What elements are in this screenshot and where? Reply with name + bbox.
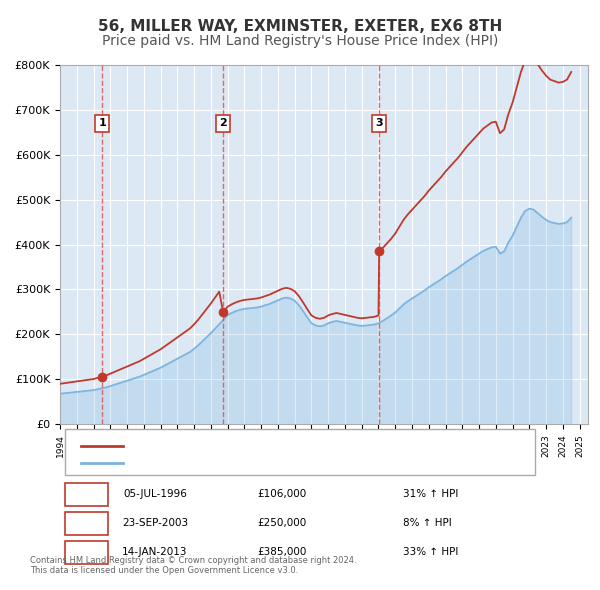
FancyBboxPatch shape bbox=[65, 429, 535, 475]
Text: 56, MILLER WAY, EXMINSTER, EXETER, EX6 8TH: 56, MILLER WAY, EXMINSTER, EXETER, EX6 8… bbox=[98, 19, 502, 34]
Text: 14-JAN-2013: 14-JAN-2013 bbox=[122, 547, 188, 557]
FancyBboxPatch shape bbox=[65, 541, 107, 565]
Text: 56, MILLER WAY, EXMINSTER, EXETER, EX6 8TH (detached house): 56, MILLER WAY, EXMINSTER, EXETER, EX6 8… bbox=[134, 441, 455, 451]
Text: £106,000: £106,000 bbox=[257, 489, 307, 499]
Text: 31% ↑ HPI: 31% ↑ HPI bbox=[403, 489, 458, 499]
Text: £385,000: £385,000 bbox=[257, 547, 307, 557]
FancyBboxPatch shape bbox=[65, 483, 107, 506]
Text: 1: 1 bbox=[83, 489, 90, 499]
Text: 8% ↑ HPI: 8% ↑ HPI bbox=[403, 518, 452, 528]
Text: Contains HM Land Registry data © Crown copyright and database right 2024.
This d: Contains HM Land Registry data © Crown c… bbox=[30, 556, 356, 575]
Text: Price paid vs. HM Land Registry's House Price Index (HPI): Price paid vs. HM Land Registry's House … bbox=[102, 34, 498, 48]
FancyBboxPatch shape bbox=[65, 512, 107, 535]
Text: 33% ↑ HPI: 33% ↑ HPI bbox=[403, 547, 458, 557]
Text: 2: 2 bbox=[219, 118, 227, 128]
Text: 3: 3 bbox=[376, 118, 383, 128]
Text: 05-JUL-1996: 05-JUL-1996 bbox=[123, 489, 187, 499]
Text: 23-SEP-2003: 23-SEP-2003 bbox=[122, 518, 188, 528]
Text: 3: 3 bbox=[83, 547, 90, 557]
Text: 1: 1 bbox=[98, 118, 106, 128]
Text: £250,000: £250,000 bbox=[257, 518, 307, 528]
Text: HPI: Average price, detached house, Teignbridge: HPI: Average price, detached house, Teig… bbox=[134, 458, 371, 468]
Text: 2: 2 bbox=[83, 518, 90, 528]
